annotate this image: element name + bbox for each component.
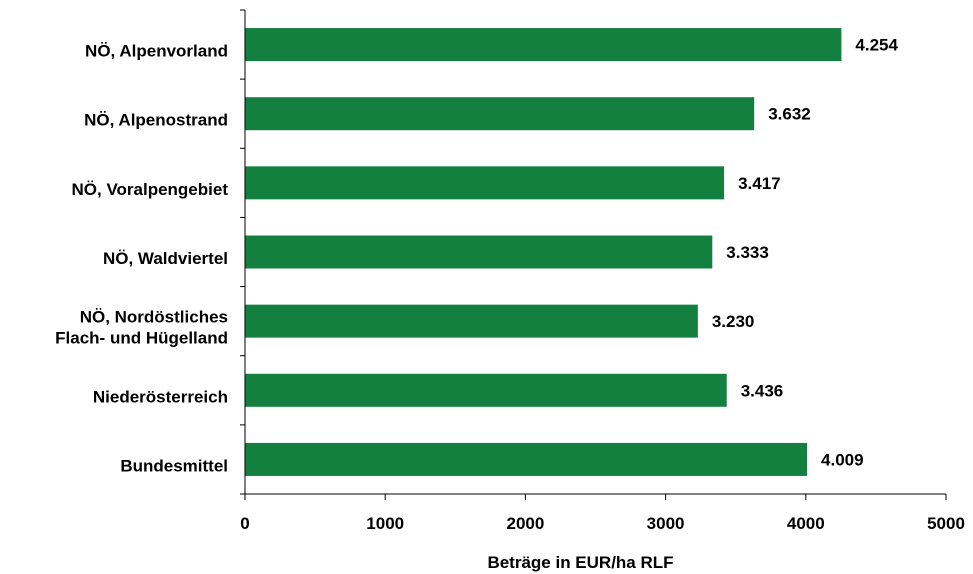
bar-value-label: 3.632 xyxy=(768,105,811,124)
category-label: Niederösterreich xyxy=(93,387,228,406)
category-label: NÖ, Waldviertel xyxy=(103,249,228,268)
bar-value-label: 4.009 xyxy=(821,450,864,469)
bar xyxy=(245,166,725,200)
x-ticks-group: 0 1000 2000 3000 4000 5000 xyxy=(240,494,965,533)
category-labels-group: NÖ, Alpenvorland NÖ, Alpenostrand NÖ, Vora… xyxy=(55,42,228,476)
category-label: Bundesmittel xyxy=(120,456,228,475)
category-label: NÖ, Voralpengebiet xyxy=(72,180,229,199)
category-label: NÖ, Alpenostrand xyxy=(84,111,228,130)
bar xyxy=(245,235,713,269)
bar-value-label: 3.230 xyxy=(712,312,755,331)
bar xyxy=(245,373,727,407)
category-label-line: NÖ, Nordöstliches xyxy=(80,308,228,327)
bar xyxy=(245,442,808,476)
x-tick-label: 1000 xyxy=(366,514,404,533)
category-label: NÖ, Alpenvorland xyxy=(85,42,228,61)
category-label: NÖ, Nordöstliches Flach- und Hügelland xyxy=(55,308,228,348)
bar xyxy=(245,28,842,62)
x-tick-label: 3000 xyxy=(647,514,685,533)
bar xyxy=(245,97,755,131)
x-tick-label: 0 xyxy=(240,514,249,533)
category-label-line: Flach- und Hügelland xyxy=(55,329,228,348)
x-tick-label: 4000 xyxy=(787,514,825,533)
bar-value-label: 4.254 xyxy=(855,36,898,55)
x-axis-title: Beträge in EUR/ha RLF xyxy=(487,553,673,572)
x-tick-label: 5000 xyxy=(927,514,965,533)
bar xyxy=(245,304,698,338)
axes-group xyxy=(240,9,946,495)
value-labels-group: 4.254 3.632 3.417 3.333 3.230 3.436 4.009 xyxy=(712,36,899,470)
bar-value-label: 3.333 xyxy=(726,243,769,262)
bars-group xyxy=(245,28,842,476)
x-tick-label: 2000 xyxy=(506,514,544,533)
bar-value-label: 3.436 xyxy=(741,381,784,400)
bar-value-label: 3.417 xyxy=(738,174,781,193)
